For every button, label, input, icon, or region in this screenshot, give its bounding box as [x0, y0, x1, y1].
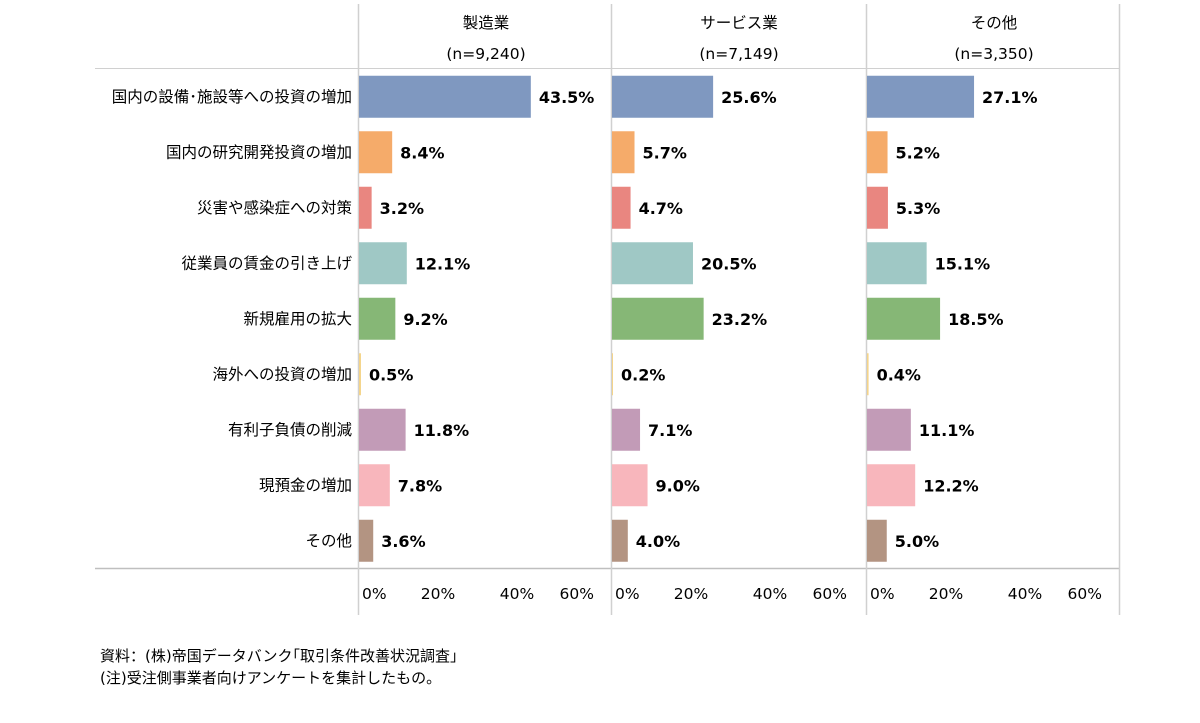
data-label: 7.1% — [648, 421, 692, 440]
x-tick-label: 20% — [929, 585, 963, 603]
x-tick-label: 40% — [500, 585, 534, 603]
category-label: 国内の研究開発投資の増加 — [166, 143, 352, 161]
data-label: 11.1% — [919, 421, 975, 440]
bar — [612, 131, 635, 174]
data-label: 12.1% — [415, 254, 471, 273]
panel-n-label: (n=9,240) — [446, 45, 525, 63]
bar — [612, 186, 631, 229]
chart-notes: 資料：(株)帝国データバンク｢取引条件改善状況調査｣ (注)受注側事業者向けアン… — [100, 645, 457, 689]
category-label: 災害や感染症への対策 — [197, 199, 352, 217]
x-tick-label: 0% — [870, 585, 895, 603]
data-label: 23.2% — [712, 310, 768, 329]
data-label: 15.1% — [935, 254, 991, 273]
panel-title: サービス業 — [700, 14, 778, 32]
x-tick-label: 60% — [813, 585, 847, 603]
bar — [359, 75, 531, 118]
bar — [612, 408, 641, 451]
bar — [612, 242, 693, 285]
bar — [612, 464, 648, 507]
bar — [612, 75, 714, 118]
category-label: 有利子負債の削減 — [228, 421, 353, 439]
bar — [867, 353, 869, 396]
category-label: 新規雇用の拡大 — [243, 310, 352, 328]
bar — [867, 186, 888, 229]
bar — [867, 297, 941, 340]
data-label: 0.5% — [369, 365, 413, 384]
panel-n-label: (n=7,149) — [699, 45, 778, 63]
data-label: 8.4% — [400, 143, 444, 162]
bar — [867, 408, 911, 451]
x-tick-label: 0% — [362, 585, 387, 603]
bar — [867, 242, 927, 285]
bar — [359, 353, 361, 396]
data-label: 5.7% — [643, 143, 687, 162]
data-label: 43.5% — [539, 88, 595, 107]
x-tick-label: 40% — [1008, 585, 1042, 603]
data-label: 9.0% — [656, 476, 700, 495]
data-label: 3.2% — [380, 199, 424, 218]
data-label: 3.6% — [381, 532, 425, 551]
category-label: その他 — [305, 532, 352, 550]
x-tick-label: 20% — [674, 585, 708, 603]
bar — [359, 408, 406, 451]
x-tick-label: 60% — [560, 585, 594, 603]
x-tick-label: 60% — [1068, 585, 1102, 603]
bar — [867, 75, 975, 118]
category-label: 現預金の増加 — [259, 476, 352, 494]
chart: 国内の設備･施設等への投資の増加国内の研究開発投資の増加災害や感染症への対策従業… — [95, 4, 1121, 615]
bar — [359, 186, 372, 229]
category-label: 国内の設備･施設等への投資の増加 — [112, 88, 352, 106]
data-label: 11.8% — [414, 421, 470, 440]
bar — [867, 131, 888, 174]
panel-title: 製造業 — [463, 14, 510, 32]
data-label: 0.2% — [621, 365, 665, 384]
bar — [359, 131, 393, 174]
data-label: 5.2% — [896, 143, 940, 162]
x-tick-label: 0% — [615, 585, 640, 603]
category-label: 従業員の賃金の引き上げ — [181, 254, 352, 272]
data-label: 20.5% — [701, 254, 757, 273]
bar — [612, 519, 628, 562]
data-label: 4.7% — [639, 199, 683, 218]
data-label: 5.0% — [895, 532, 939, 551]
data-label: 4.0% — [636, 532, 680, 551]
data-label: 12.2% — [923, 476, 979, 495]
bar — [612, 297, 704, 340]
category-label: 海外への投資の増加 — [212, 365, 352, 383]
annotation-note: (注)受注側事業者向けアンケートを集計したもの。 — [100, 669, 442, 687]
panel-n-label: (n=3,350) — [954, 45, 1033, 63]
panel-title: その他 — [971, 14, 1018, 32]
data-label: 18.5% — [948, 310, 1004, 329]
data-label: 5.3% — [896, 199, 940, 218]
bar — [359, 519, 374, 562]
x-tick-label: 40% — [753, 585, 787, 603]
bar — [359, 464, 390, 507]
bar — [867, 519, 887, 562]
data-label: 27.1% — [982, 88, 1038, 107]
bar — [359, 242, 407, 285]
data-label: 9.2% — [403, 310, 447, 329]
x-tick-label: 20% — [421, 585, 455, 603]
data-label: 25.6% — [721, 88, 777, 107]
data-label: 0.4% — [877, 365, 921, 384]
bar — [867, 464, 916, 507]
bar — [612, 353, 613, 396]
source-note: 資料：(株)帝国データバンク｢取引条件改善状況調査｣ — [100, 647, 458, 665]
bar — [359, 297, 396, 340]
data-label: 7.8% — [398, 476, 442, 495]
